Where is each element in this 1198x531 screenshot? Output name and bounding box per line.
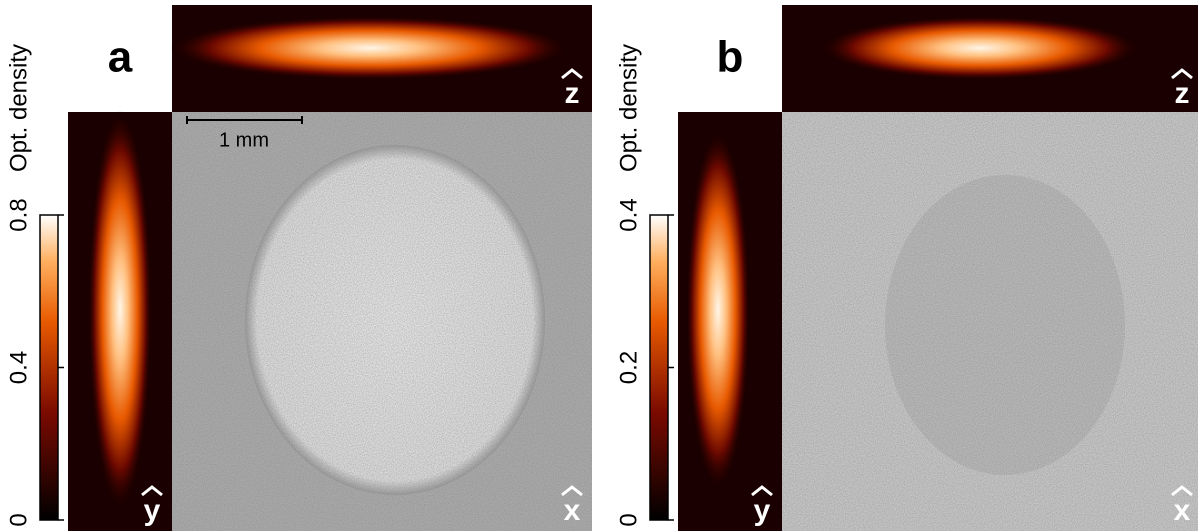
hat bbox=[141, 485, 163, 497]
main-noise bbox=[172, 112, 592, 531]
label-box bbox=[678, 5, 782, 112]
colorbar-tick-label: 0.2 bbox=[615, 351, 642, 384]
scale-bar bbox=[186, 116, 303, 124]
panel-label: b bbox=[717, 33, 744, 82]
axis-label: x bbox=[1174, 494, 1191, 527]
scale-bar-label: 1 mm bbox=[219, 129, 269, 151]
colorbar-label: Opt. density bbox=[615, 44, 642, 172]
axis-label: z bbox=[565, 77, 580, 110]
panel-label: a bbox=[108, 33, 133, 82]
side-cloud bbox=[88, 110, 152, 510]
label-box bbox=[68, 5, 172, 112]
axis-label: y bbox=[754, 494, 771, 527]
main-noise bbox=[782, 112, 1198, 531]
colorbar-tick-label: 0.4 bbox=[615, 198, 642, 231]
axis-label: y bbox=[144, 494, 161, 527]
axis-label: z bbox=[1175, 77, 1190, 110]
hat bbox=[751, 485, 773, 497]
colorbar-tick-label: 0.8 bbox=[5, 198, 32, 231]
colorbar bbox=[39, 214, 59, 521]
colorbar bbox=[649, 214, 669, 521]
colorbar-tick-label: 0.4 bbox=[5, 351, 32, 384]
colorbar-tick-label: 0 bbox=[615, 513, 642, 526]
hat bbox=[1171, 485, 1193, 497]
panel: Opt. density 0 0.4 0.8 a 1 mm z y x bbox=[5, 5, 592, 531]
colorbar-label: Opt. density bbox=[5, 44, 32, 172]
panel: Opt. density 0 0.2 0.4 b z y x bbox=[615, 5, 1198, 531]
top-cloud bbox=[170, 16, 570, 80]
top-cloud bbox=[820, 16, 1140, 80]
axis-label: x bbox=[564, 494, 581, 527]
colorbar-tick-label: 0 bbox=[5, 513, 32, 526]
hat bbox=[561, 485, 583, 497]
side-cloud bbox=[686, 130, 750, 490]
hat bbox=[1171, 68, 1193, 80]
hat bbox=[561, 68, 583, 80]
